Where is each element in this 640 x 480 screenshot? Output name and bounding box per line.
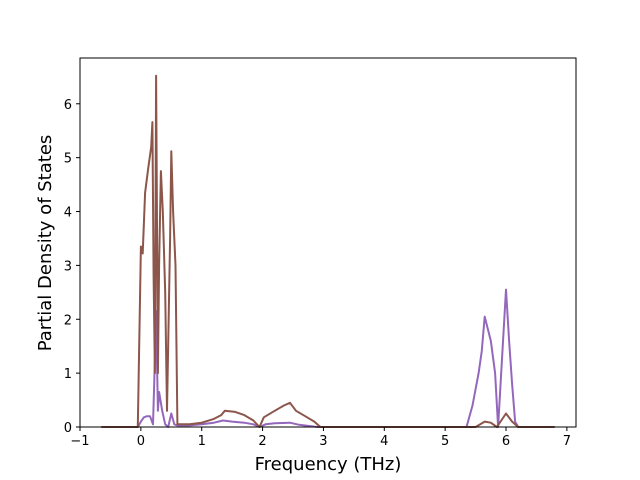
- x-tick-label: 5: [441, 434, 449, 449]
- x-tick-label: −1: [70, 434, 89, 449]
- y-tick-label: 5: [64, 152, 72, 167]
- x-axis-label: Frequency (THz): [255, 454, 402, 475]
- y-axis-label: Partial Density of States: [35, 135, 56, 352]
- y-tick-label: 2: [64, 313, 72, 328]
- x-tick-label: 3: [319, 434, 327, 449]
- x-tick-label: 6: [502, 434, 510, 449]
- series-line-2: [101, 74, 555, 428]
- series-layer: [101, 74, 555, 428]
- plot-frame: [79, 57, 577, 428]
- x-tick-label: 4: [380, 434, 388, 449]
- x-tick-label: 2: [258, 434, 266, 449]
- x-tick-label: 1: [198, 434, 206, 449]
- y-tick-label: 6: [64, 98, 72, 113]
- x-tick-label: 0: [137, 434, 145, 449]
- y-tick-label: 3: [64, 259, 72, 274]
- y-tick-label: 0: [64, 421, 72, 436]
- x-tick-label: 7: [563, 434, 571, 449]
- y-tick-label: 1: [64, 367, 72, 382]
- y-tick-label: 4: [64, 206, 72, 221]
